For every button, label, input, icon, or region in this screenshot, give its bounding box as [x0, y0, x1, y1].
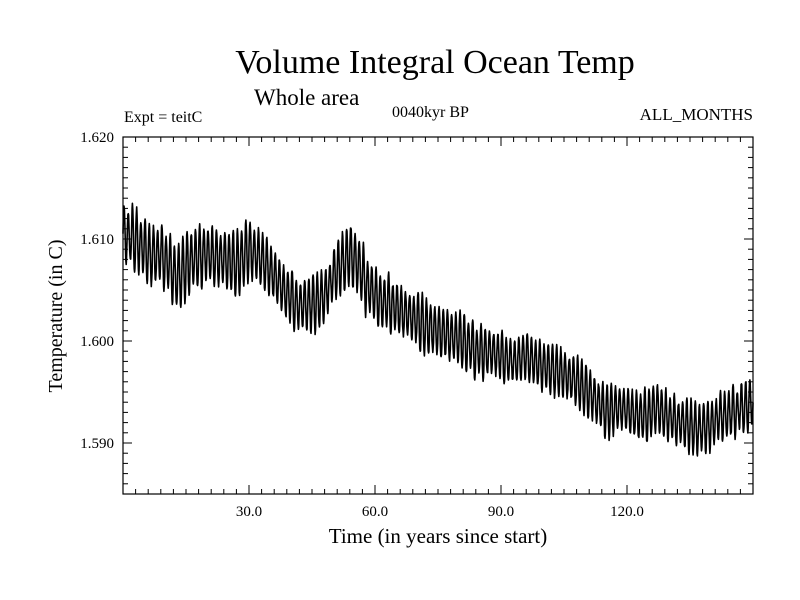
axis-ticks [123, 136, 753, 495]
months-label: ALL_MONTHS [639, 105, 753, 124]
x-tick-label: 120.0 [610, 504, 644, 520]
x-tick-label: 60.0 [362, 504, 388, 520]
period-label: 0040kyr BP [392, 104, 469, 121]
y-tick-label: 1.620 [80, 130, 114, 146]
experiment-label: Expt = teitC [124, 109, 203, 126]
y-tick-label: 1.600 [80, 334, 114, 350]
x-axis-label: Time (in years since start) [329, 524, 548, 548]
y-axis-label: Temperature (in C) [45, 240, 67, 393]
x-tick-label: 30.0 [236, 504, 262, 520]
chart-subtitle: Whole area [254, 85, 360, 110]
y-tick-label: 1.610 [80, 232, 114, 248]
x-tick-label: 90.0 [488, 504, 514, 520]
y-tick-label: 1.590 [80, 436, 114, 452]
chart-title: Volume Integral Ocean Temp [235, 44, 635, 81]
series-line [122, 202, 754, 457]
tick-labels: 30.0 60.0 90.0 120.0 1.590 1.600 1.610 1.620 [80, 130, 644, 520]
